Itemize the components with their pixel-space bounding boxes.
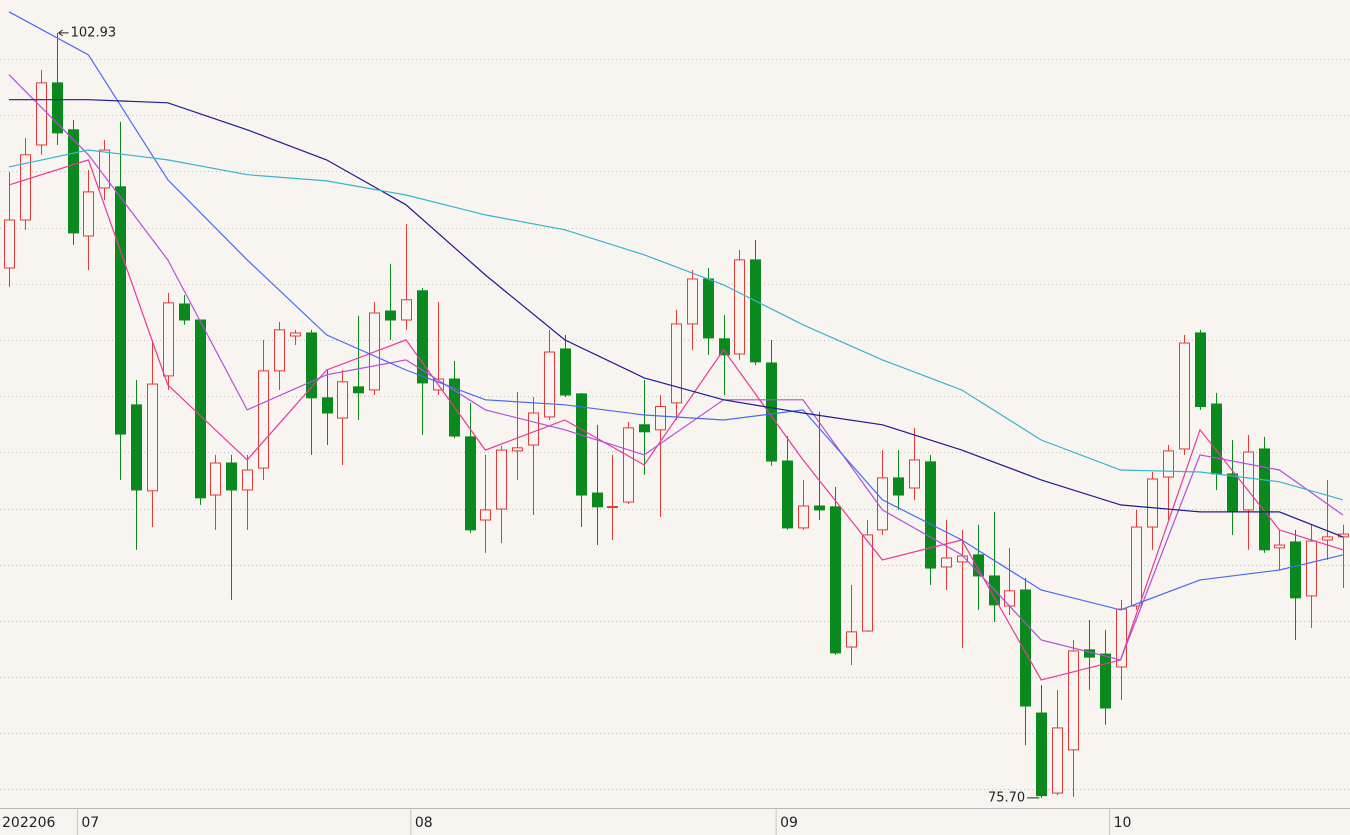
candle-body — [1259, 448, 1270, 551]
annotation-arrowhead — [58, 29, 63, 37]
ma-line — [8, 149, 1344, 501]
candle-body — [1100, 653, 1111, 709]
candle-body — [1243, 451, 1254, 511]
candle-body — [385, 310, 396, 321]
candle-body — [322, 397, 333, 414]
annotation: 102.93 — [71, 25, 117, 40]
candle-body — [592, 492, 603, 508]
candle-body — [560, 348, 571, 396]
candle-body — [576, 393, 587, 496]
candle-body — [798, 505, 809, 529]
candle-body — [719, 338, 730, 356]
candle-body — [417, 290, 428, 384]
candle-body — [671, 323, 682, 404]
candle-body — [639, 424, 650, 433]
candle-body — [528, 412, 539, 446]
x-tick-label: 10 — [1114, 815, 1132, 831]
candle-body — [877, 477, 888, 531]
candle-body — [68, 129, 79, 234]
candle-body — [353, 386, 364, 394]
candle-body — [1020, 589, 1031, 707]
candle-body — [1274, 544, 1285, 549]
candle-body — [1036, 712, 1047, 797]
candle-body — [83, 191, 94, 237]
candle-body — [337, 381, 348, 419]
candle-body — [163, 302, 174, 377]
x-tick-label: 08 — [415, 815, 433, 831]
candle-body — [544, 351, 555, 418]
candle-body — [290, 332, 301, 337]
candle-body — [607, 506, 618, 509]
candle-body — [179, 303, 190, 321]
candle-body — [1211, 403, 1222, 475]
candle-body — [1306, 540, 1317, 597]
candle-body — [195, 319, 206, 499]
candle-body — [226, 462, 237, 491]
ma-line — [9, 99, 1344, 538]
x-tick-label: 09 — [780, 815, 798, 831]
candle-body — [734, 259, 745, 355]
candle-body — [20, 154, 31, 221]
candle-body — [512, 447, 523, 452]
candle-body — [846, 631, 857, 648]
candle-body — [909, 459, 920, 489]
candle-body — [1290, 541, 1301, 599]
candle-body — [1004, 590, 1015, 607]
candle-body — [496, 449, 507, 510]
candle-body — [258, 370, 269, 469]
ma-line — [8, 11, 1344, 611]
candle-body — [925, 461, 936, 569]
candle-body — [941, 557, 952, 568]
candle-body — [1052, 727, 1063, 794]
candle-body — [766, 362, 777, 462]
candle-body — [36, 82, 47, 146]
candle-body — [274, 329, 285, 372]
x-tick-label: 07 — [81, 815, 99, 831]
candle-body — [99, 149, 110, 189]
ma-line — [8, 74, 1344, 661]
candle-body — [1195, 332, 1206, 408]
candle-body — [893, 477, 904, 496]
candle-body — [623, 427, 634, 503]
candle-body — [1163, 450, 1174, 478]
candle-body — [210, 462, 221, 496]
candle-body — [655, 406, 666, 431]
candle-body — [465, 436, 476, 531]
candle-body — [862, 534, 873, 632]
candle-body — [401, 299, 412, 321]
candle-body — [973, 554, 984, 577]
candle-body — [115, 186, 126, 435]
candle-body — [1131, 526, 1142, 607]
ma-line — [8, 159, 1344, 681]
candle-body — [147, 383, 158, 492]
candle-body — [814, 505, 825, 511]
candle-body — [131, 404, 142, 491]
candle-body — [1227, 473, 1238, 513]
candle-body — [1147, 478, 1158, 528]
candle-body — [830, 506, 841, 654]
candle-body — [242, 469, 253, 491]
candle-body — [52, 82, 63, 134]
candle-body — [687, 278, 698, 325]
candle-body — [782, 460, 793, 529]
candle-body — [1322, 536, 1333, 541]
candle-body — [480, 509, 491, 521]
candle-body — [750, 259, 761, 363]
x-tick-label: 202206 — [2, 815, 56, 831]
candle-body — [703, 278, 714, 339]
candle-body — [4, 219, 15, 269]
candle-body — [1179, 342, 1190, 450]
candle-body — [1068, 650, 1079, 751]
annotation: 75.70 — [988, 790, 1025, 805]
candle-body — [306, 332, 317, 399]
